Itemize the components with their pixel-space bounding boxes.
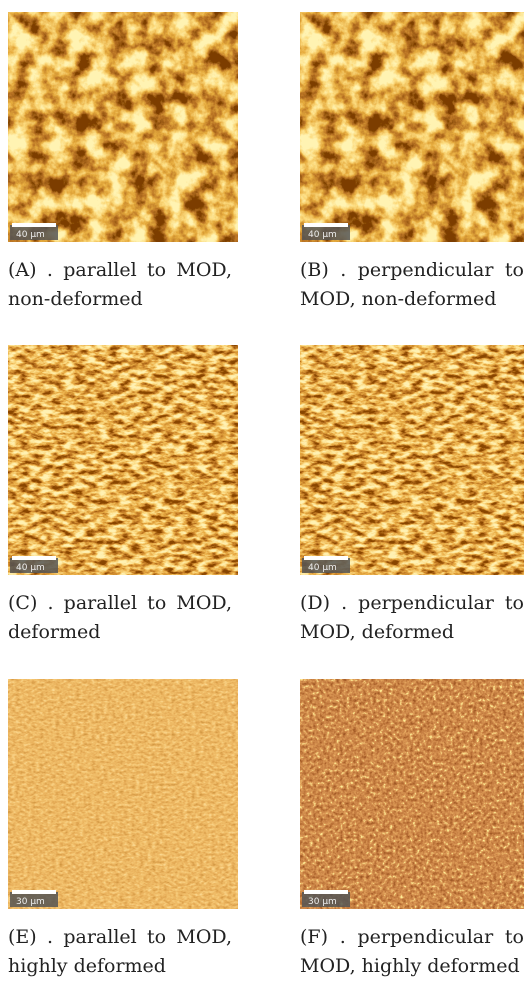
micrograph-texture: [8, 679, 238, 909]
caption: (B) . perpendicular to MOD, non-deformed: [300, 256, 524, 314]
caption: (A) . parallel to MOD, non-deformed: [8, 256, 232, 314]
micrograph: 30 µm: [8, 679, 238, 909]
caption: (C) . parallel to MOD, deformed: [8, 589, 232, 647]
micrograph-texture: [8, 345, 238, 575]
caption-paren: ): [29, 259, 47, 281]
panel: 40 µm (B) . perpendicular to MOD, non-def…: [300, 12, 524, 332]
panel: 40 µm (C) . parallel to MOD, deformed: [8, 345, 238, 665]
scale-bar: [304, 223, 348, 227]
figure-page: 40 µm (A) . parallel to MOD, non-deformed…: [0, 0, 524, 1003]
scale-bar: [12, 223, 56, 227]
caption: (D) . perpendicular to MOD, deformed: [300, 589, 524, 647]
micrograph: 30 µm: [300, 679, 524, 909]
scale-bar: [304, 890, 348, 894]
caption-label: E: [15, 926, 29, 948]
caption-label: F: [307, 926, 320, 948]
micrograph-texture: [300, 345, 524, 575]
micrograph: 40 µm: [300, 345, 524, 575]
micrograph-texture: [300, 679, 524, 909]
panel: 40 µm (A) . parallel to MOD, non-deformed: [8, 12, 238, 332]
micrograph: 40 µm: [8, 12, 238, 242]
caption-paren: ): [30, 592, 48, 614]
caption-paren: ): [321, 259, 340, 281]
panel: 30 µm (F) . perpendicular to MOD, highly …: [300, 679, 524, 999]
caption: (E) . parallel to MOD, highly deformed: [8, 923, 232, 981]
scale-bar-label: 30 µm: [16, 897, 45, 907]
scale-bar: [304, 556, 348, 560]
scale-bar: [12, 890, 56, 894]
caption-paren: ): [29, 926, 47, 948]
caption-label: A: [15, 259, 29, 281]
micrograph-texture: [8, 12, 238, 242]
scale-bar-label: 30 µm: [308, 897, 337, 907]
caption: (F) . perpendicular to MOD, highly defor…: [300, 923, 524, 981]
scale-bar-label: 40 µm: [308, 230, 337, 240]
caption-label: B: [307, 259, 321, 281]
caption-paren: ): [321, 926, 340, 948]
scale-bar: [12, 556, 56, 560]
caption-label: C: [15, 592, 30, 614]
panel: 40 µm (D) . perpendicular to MOD, deforme…: [300, 345, 524, 665]
micrograph: 40 µm: [8, 345, 238, 575]
caption-paren: ): [323, 592, 341, 614]
micrograph: 40 µm: [300, 12, 524, 242]
scale-bar-label: 40 µm: [308, 563, 337, 573]
scale-bar-label: 40 µm: [16, 230, 45, 240]
micrograph-texture: [300, 12, 524, 242]
panel: 30 µm (E) . parallel to MOD, highly defor…: [8, 679, 238, 999]
scale-bar-label: 40 µm: [16, 563, 45, 573]
caption-label: D: [307, 592, 322, 614]
